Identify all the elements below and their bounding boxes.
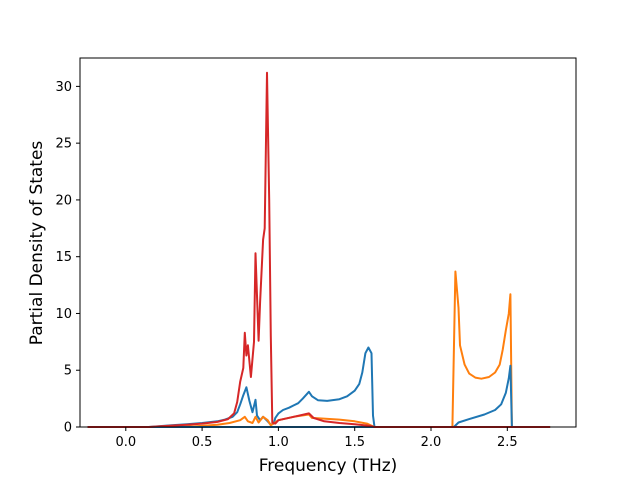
y-tick-label: 25 — [55, 137, 72, 152]
plot-lines — [87, 71, 551, 428]
y-tick-label: 10 — [55, 307, 72, 322]
series-line-1 — [87, 346, 551, 428]
y-axis-ticks: 0 5 10 15 20 25 30 — [55, 80, 80, 436]
x-tick-label: 0.0 — [115, 435, 136, 450]
x-tick-label: 2.0 — [421, 435, 442, 450]
y-tick-label: 15 — [55, 250, 72, 265]
x-axis-label: Frequency (THz) — [259, 456, 398, 476]
x-axis-ticks: 0.0 0.5 1.0 1.5 2.0 2.5 — [115, 427, 518, 450]
x-tick-label: 2.5 — [497, 435, 518, 450]
series-line-2 — [87, 270, 551, 428]
x-tick-label: 0.5 — [192, 435, 213, 450]
y-tick-label: 0 — [64, 421, 72, 436]
y-tick-label: 20 — [55, 193, 72, 208]
x-tick-label: 1.0 — [268, 435, 289, 450]
y-tick-label: 5 — [64, 364, 72, 379]
x-tick-label: 1.5 — [344, 435, 365, 450]
series-line-3 — [87, 364, 513, 428]
series-line-4 — [87, 71, 551, 428]
y-tick-label: 30 — [55, 80, 72, 95]
y-axis-label: Partial Density of States — [27, 141, 47, 346]
plot-frame — [79, 57, 577, 428]
